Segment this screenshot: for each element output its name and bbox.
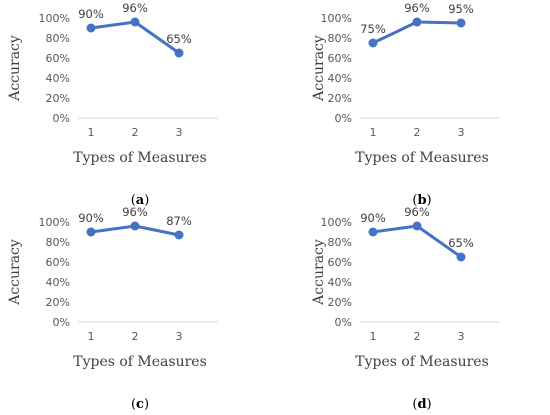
y-tick-label: 100%: [321, 216, 352, 229]
x-tick-label: 2: [414, 330, 421, 343]
y-axis-title: Accuracy: [311, 239, 327, 306]
y-tick-label: 80%: [328, 236, 352, 249]
chart-panel-c: 0% 20% 40% 60% 80% 100% 1 2 3 Types of Measures Ac…: [7, 205, 218, 412]
x-tick-label: 1: [88, 126, 95, 139]
data-label: 90%: [78, 211, 104, 225]
x-tick-label: 1: [370, 330, 377, 343]
y-tick-label: 0%: [335, 112, 352, 125]
data-label: 96%: [404, 205, 430, 219]
chart-panel-a: 0% 20% 40% 60% 80% 100% 1 2 3 Types of Measures Ac…: [7, 1, 218, 208]
x-tick-label: 2: [132, 330, 139, 343]
data-point: [174, 48, 184, 58]
y-tick-label: 20%: [46, 296, 70, 309]
panel-label: (c): [131, 397, 149, 412]
chart-panel-d: 0% 20% 40% 60% 80% 100% 1 2 3 Types of Measures Ac…: [311, 205, 500, 412]
data-label: 65%: [166, 32, 192, 46]
data-label: 90%: [78, 7, 104, 21]
y-tick-label: 80%: [46, 236, 70, 249]
data-point: [456, 252, 466, 262]
data-point: [86, 23, 96, 33]
y-tick-label: 80%: [328, 32, 352, 45]
y-tick-label: 60%: [46, 256, 70, 269]
data-point: [412, 221, 422, 231]
x-axis-title: Types of Measures: [355, 354, 489, 370]
y-axis-title: Accuracy: [7, 239, 23, 306]
data-point: [368, 38, 378, 48]
y-tick-label: 60%: [328, 256, 352, 269]
y-tick-label: 20%: [328, 296, 352, 309]
data-point: [174, 230, 184, 240]
y-tick-label: 100%: [321, 12, 352, 25]
y-axis-title: Accuracy: [311, 35, 327, 102]
x-axis-title: Types of Measures: [73, 150, 207, 166]
x-tick-label: 3: [176, 126, 183, 139]
data-point: [368, 227, 378, 237]
x-tick-label: 1: [88, 330, 95, 343]
panel-label: (d): [412, 397, 431, 412]
y-tick-label: 60%: [328, 52, 352, 65]
data-label: 96%: [404, 1, 430, 15]
y-tick-label: 40%: [46, 72, 70, 85]
data-point: [412, 17, 422, 27]
y-tick-label: 60%: [46, 52, 70, 65]
x-tick-label: 3: [176, 330, 183, 343]
y-tick-label: 80%: [46, 32, 70, 45]
x-tick-label: 3: [458, 330, 465, 343]
y-tick-label: 0%: [53, 316, 70, 329]
data-label: 96%: [122, 1, 148, 15]
data-point: [130, 17, 140, 27]
x-axis-title: Types of Measures: [355, 150, 489, 166]
y-tick-label: 40%: [328, 72, 352, 85]
data-label: 65%: [448, 236, 474, 250]
x-tick-label: 1: [370, 126, 377, 139]
data-point: [456, 18, 466, 28]
panel-label: (a): [131, 193, 150, 208]
y-tick-label: 0%: [335, 316, 352, 329]
y-tick-label: 40%: [46, 276, 70, 289]
y-tick-label: 20%: [328, 92, 352, 105]
panel-label: (b): [412, 193, 431, 208]
chart-panel-b: 0% 20% 40% 60% 80% 100% 1 2 3 Types of Measures Ac…: [311, 1, 500, 208]
data-label: 75%: [360, 22, 386, 36]
x-tick-label: 2: [414, 126, 421, 139]
data-point: [130, 221, 140, 231]
x-tick-label: 3: [458, 126, 465, 139]
x-axis-title: Types of Measures: [73, 354, 207, 370]
data-label: 96%: [122, 205, 148, 219]
data-point: [86, 227, 96, 237]
data-label: 95%: [448, 2, 474, 16]
x-tick-label: 2: [132, 126, 139, 139]
y-tick-label: 100%: [39, 12, 70, 25]
data-label: 90%: [360, 211, 386, 225]
y-axis-title: Accuracy: [7, 35, 23, 102]
data-label: 87%: [166, 214, 192, 228]
y-tick-label: 20%: [46, 92, 70, 105]
y-tick-label: 100%: [39, 216, 70, 229]
y-tick-label: 40%: [328, 276, 352, 289]
y-tick-label: 0%: [53, 112, 70, 125]
